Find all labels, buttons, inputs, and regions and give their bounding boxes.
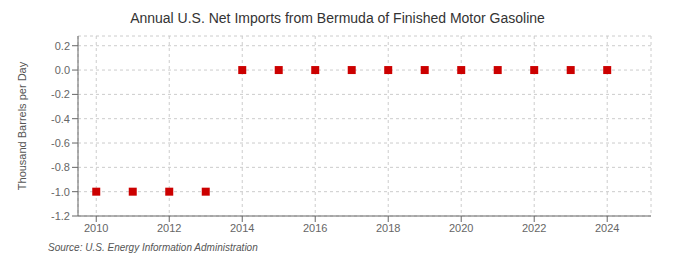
svg-text:2022: 2022 bbox=[522, 222, 546, 234]
svg-text:-0.4: -0.4 bbox=[51, 113, 70, 125]
svg-text:2020: 2020 bbox=[449, 222, 473, 234]
svg-text:-0.6: -0.6 bbox=[51, 137, 70, 149]
svg-text:2018: 2018 bbox=[376, 222, 400, 234]
svg-text:2010: 2010 bbox=[84, 222, 108, 234]
svg-text:Thousand Barrels per Day: Thousand Barrels per Day bbox=[16, 61, 28, 190]
svg-text:-0.2: -0.2 bbox=[51, 88, 70, 100]
svg-text:2016: 2016 bbox=[303, 222, 327, 234]
svg-text:2014: 2014 bbox=[230, 222, 254, 234]
svg-text:2012: 2012 bbox=[157, 222, 181, 234]
svg-text:2024: 2024 bbox=[595, 222, 619, 234]
svg-text:-1.2: -1.2 bbox=[51, 210, 70, 222]
html-text:Source: U.S. Energy Informatio: Source: U.S. Energy Information Administ… bbox=[48, 242, 258, 253]
svg-text:-1.0: -1.0 bbox=[51, 186, 70, 198]
html-text:Annual U.S. Net Imports from B: Annual U.S. Net Imports from Bermuda of … bbox=[130, 10, 545, 26]
svg-text:0.0: 0.0 bbox=[55, 64, 70, 76]
svg-text:-0.8: -0.8 bbox=[51, 161, 70, 173]
svg-text:0.2: 0.2 bbox=[55, 40, 70, 52]
